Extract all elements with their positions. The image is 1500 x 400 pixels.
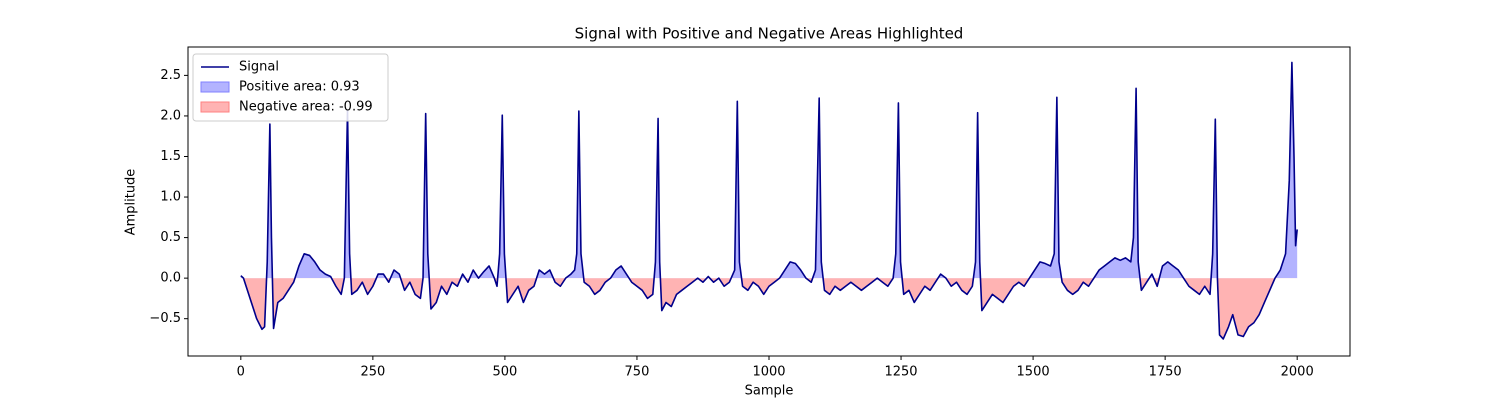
legend-label: Negative area: -0.99 <box>239 100 373 115</box>
area-fill <box>240 62 1298 279</box>
x-tick-label: 1500 <box>1017 365 1050 380</box>
x-tick-label: 0 <box>237 365 245 380</box>
y-tick-label: 2.5 <box>160 68 181 83</box>
legend-label: Signal <box>239 60 279 75</box>
y-tick-label: 0.0 <box>160 271 181 286</box>
x-tick-label: 250 <box>360 365 385 380</box>
x-tick-label: 1750 <box>1149 365 1182 380</box>
y-tick-label: 0.5 <box>160 230 181 245</box>
y-tick-label: 1.0 <box>160 190 181 205</box>
area-fill <box>240 278 1298 339</box>
x-tick-label: 750 <box>625 365 650 380</box>
y-tick-label: 1.5 <box>160 149 181 164</box>
x-tick-label: 2000 <box>1281 365 1314 380</box>
y-tick-label: −0.5 <box>149 311 181 326</box>
legend-label: Positive area: 0.93 <box>239 80 360 95</box>
legend-patch <box>200 101 230 113</box>
x-axis-label: Sample <box>745 384 794 399</box>
x-tick-label: 1250 <box>884 365 917 380</box>
chart-title: Signal with Positive and Negative Areas … <box>575 25 964 43</box>
y-axis-label: Amplitude <box>124 169 139 236</box>
y-tick-label: 2.0 <box>160 108 181 123</box>
legend-box <box>192 53 389 122</box>
x-tick-label: 500 <box>492 365 517 380</box>
signal-line <box>240 61 1298 340</box>
x-tick-label: 1000 <box>752 365 785 380</box>
legend-patch <box>200 81 230 93</box>
